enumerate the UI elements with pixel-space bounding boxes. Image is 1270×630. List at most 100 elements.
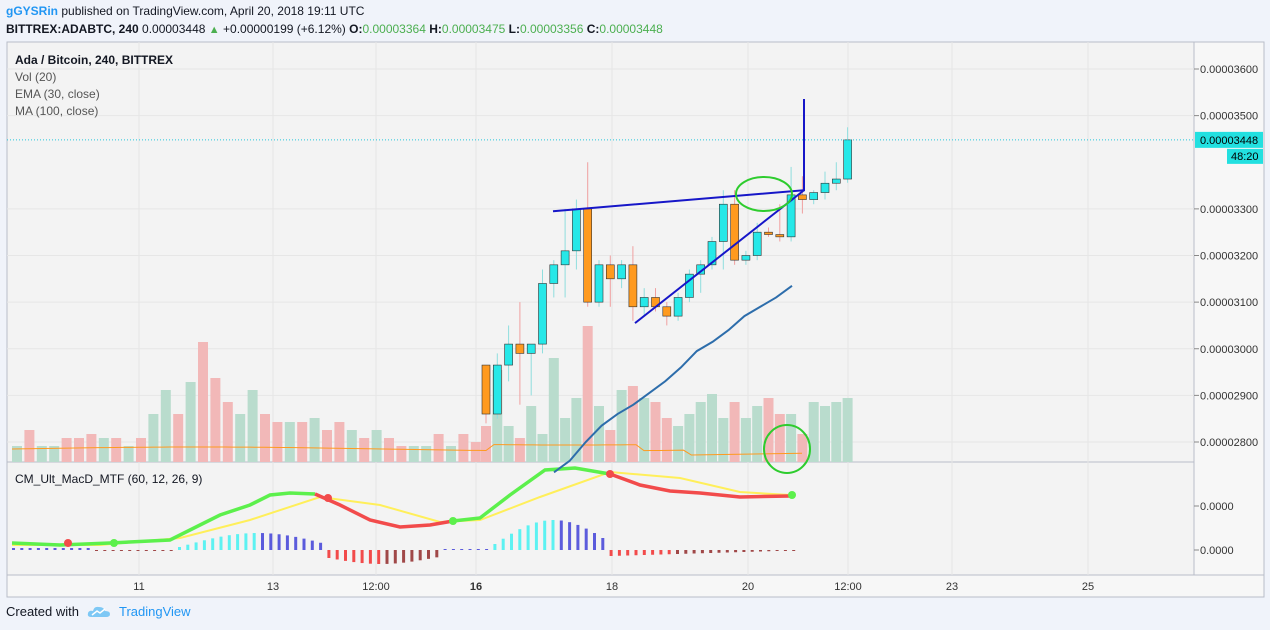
volume-bar — [198, 342, 208, 462]
macd-histogram-bar — [568, 522, 572, 550]
low-value: 0.00003356 — [519, 22, 584, 36]
macd-histogram-bar — [327, 550, 331, 558]
candle-body — [798, 194, 807, 200]
volume-bar — [786, 414, 797, 462]
macd-histogram-bar — [518, 529, 522, 550]
time-axis[interactable] — [6, 574, 1265, 598]
macd-histogram-bar — [294, 536, 298, 550]
candle-body — [752, 231, 762, 256]
candle-body — [639, 297, 649, 308]
macd-histogram-bar — [144, 550, 148, 551]
macd-histogram-bar — [551, 520, 555, 550]
author-link[interactable]: gGYSRin — [6, 4, 59, 18]
macd-histogram-bar — [700, 550, 704, 554]
price-axis[interactable] — [1193, 41, 1265, 576]
volume-bar — [334, 422, 345, 462]
macd-histogram-bar — [443, 549, 447, 550]
macd-histogram-bar — [410, 550, 414, 562]
price-tick-label: 0.00003200 — [1200, 251, 1258, 263]
legend-ema: EMA (30, close) — [15, 87, 100, 101]
macd-histogram-bar — [219, 536, 223, 550]
price-change: +0.00000199 (+6.12%) — [223, 22, 346, 36]
macd-line-up — [452, 466, 611, 523]
macd-histogram-bar — [651, 550, 655, 555]
open-value: 0.00003364 — [362, 22, 426, 36]
price-pane[interactable] — [6, 41, 1195, 463]
macd-histogram-bar — [783, 550, 787, 551]
time-tick-label: 18 — [606, 581, 618, 593]
macd-histogram-bar — [493, 544, 497, 550]
macd-histogram-bar — [227, 535, 231, 550]
macd-histogram-bar — [676, 550, 679, 554]
volume-bar — [594, 406, 604, 462]
candle-body — [843, 139, 852, 180]
volume-bar — [421, 446, 432, 462]
candle-body — [515, 343, 525, 354]
macd-histogram-bar — [734, 550, 738, 553]
macd-cross-marker — [64, 539, 72, 547]
close-label: C: — [586, 22, 600, 36]
volume-bar — [470, 442, 481, 462]
time-tick-label: 25 — [1082, 581, 1094, 593]
legend-vol: Vol (20) — [15, 70, 57, 84]
high-label: H: — [429, 22, 442, 36]
macd-histogram-bar — [36, 548, 40, 550]
macd-histogram-bar — [136, 550, 140, 551]
tradingview-link[interactable]: TradingView — [118, 604, 191, 619]
macd-histogram-bar — [418, 550, 422, 561]
volume-bar — [359, 438, 370, 462]
volume-bar — [673, 426, 684, 462]
macd-histogram-bar — [526, 525, 530, 550]
current-price-box — [1195, 131, 1263, 148]
macd-histogram-bar — [510, 533, 513, 550]
volume-bar — [49, 446, 60, 462]
macd-histogram-bar — [601, 537, 605, 550]
volume-ma-line — [11, 444, 803, 456]
volume-bar — [247, 390, 258, 462]
volume-bar — [729, 402, 740, 462]
macd-histogram-bar — [576, 524, 580, 550]
macd-histogram-bar — [194, 542, 198, 550]
macd-cross-marker — [606, 470, 614, 478]
macd-histogram-bar — [128, 550, 132, 551]
volume-bar — [371, 430, 382, 462]
volume-bar — [537, 434, 548, 462]
macd-histogram-bar — [559, 520, 563, 550]
macd-histogram-bar — [659, 550, 663, 555]
macd-histogram-bar — [609, 550, 613, 556]
candle-body — [673, 297, 683, 317]
volume-bar — [260, 414, 270, 462]
open-label: O: — [349, 22, 363, 36]
candle-body — [594, 264, 604, 303]
macd-histogram-bar — [634, 550, 638, 556]
created-with-label: Created with — [6, 604, 79, 619]
price-tick-label: 0.00002900 — [1200, 390, 1258, 402]
macd-histogram-bar — [111, 550, 115, 551]
macd-line-down — [314, 492, 454, 529]
volume-bar — [12, 446, 22, 462]
macd-histogram-bar — [476, 549, 480, 550]
volume-bar — [123, 446, 134, 462]
volume-bar — [210, 378, 221, 462]
macd-histogram-bar — [684, 550, 688, 554]
tradingview-cloud-icon — [87, 606, 110, 617]
macd-line-down — [609, 472, 791, 499]
candle-body — [538, 283, 547, 345]
macd-histogram-bar — [202, 540, 206, 550]
volume-bar — [616, 390, 627, 462]
macd-histogram-bar — [169, 550, 173, 551]
macd-histogram-bar — [393, 550, 397, 564]
volume-bar — [605, 430, 616, 462]
volume-bar — [272, 422, 283, 462]
volume-bar — [582, 326, 593, 462]
macd-histogram-bar — [78, 548, 82, 550]
volume-bar — [740, 418, 751, 462]
macd-histogram-bar — [742, 550, 746, 552]
macd-legend: CM_Ult_MacD_MTF (60, 12, 26, 9) — [15, 472, 203, 486]
countdown-label: 48:20 — [1231, 151, 1259, 163]
macd-cross-marker — [449, 517, 457, 525]
current-price-label: 0.00003448 — [1200, 135, 1258, 147]
volume-bar — [808, 402, 819, 462]
publish-info: published on TradingView.com, April 20, … — [61, 4, 365, 18]
